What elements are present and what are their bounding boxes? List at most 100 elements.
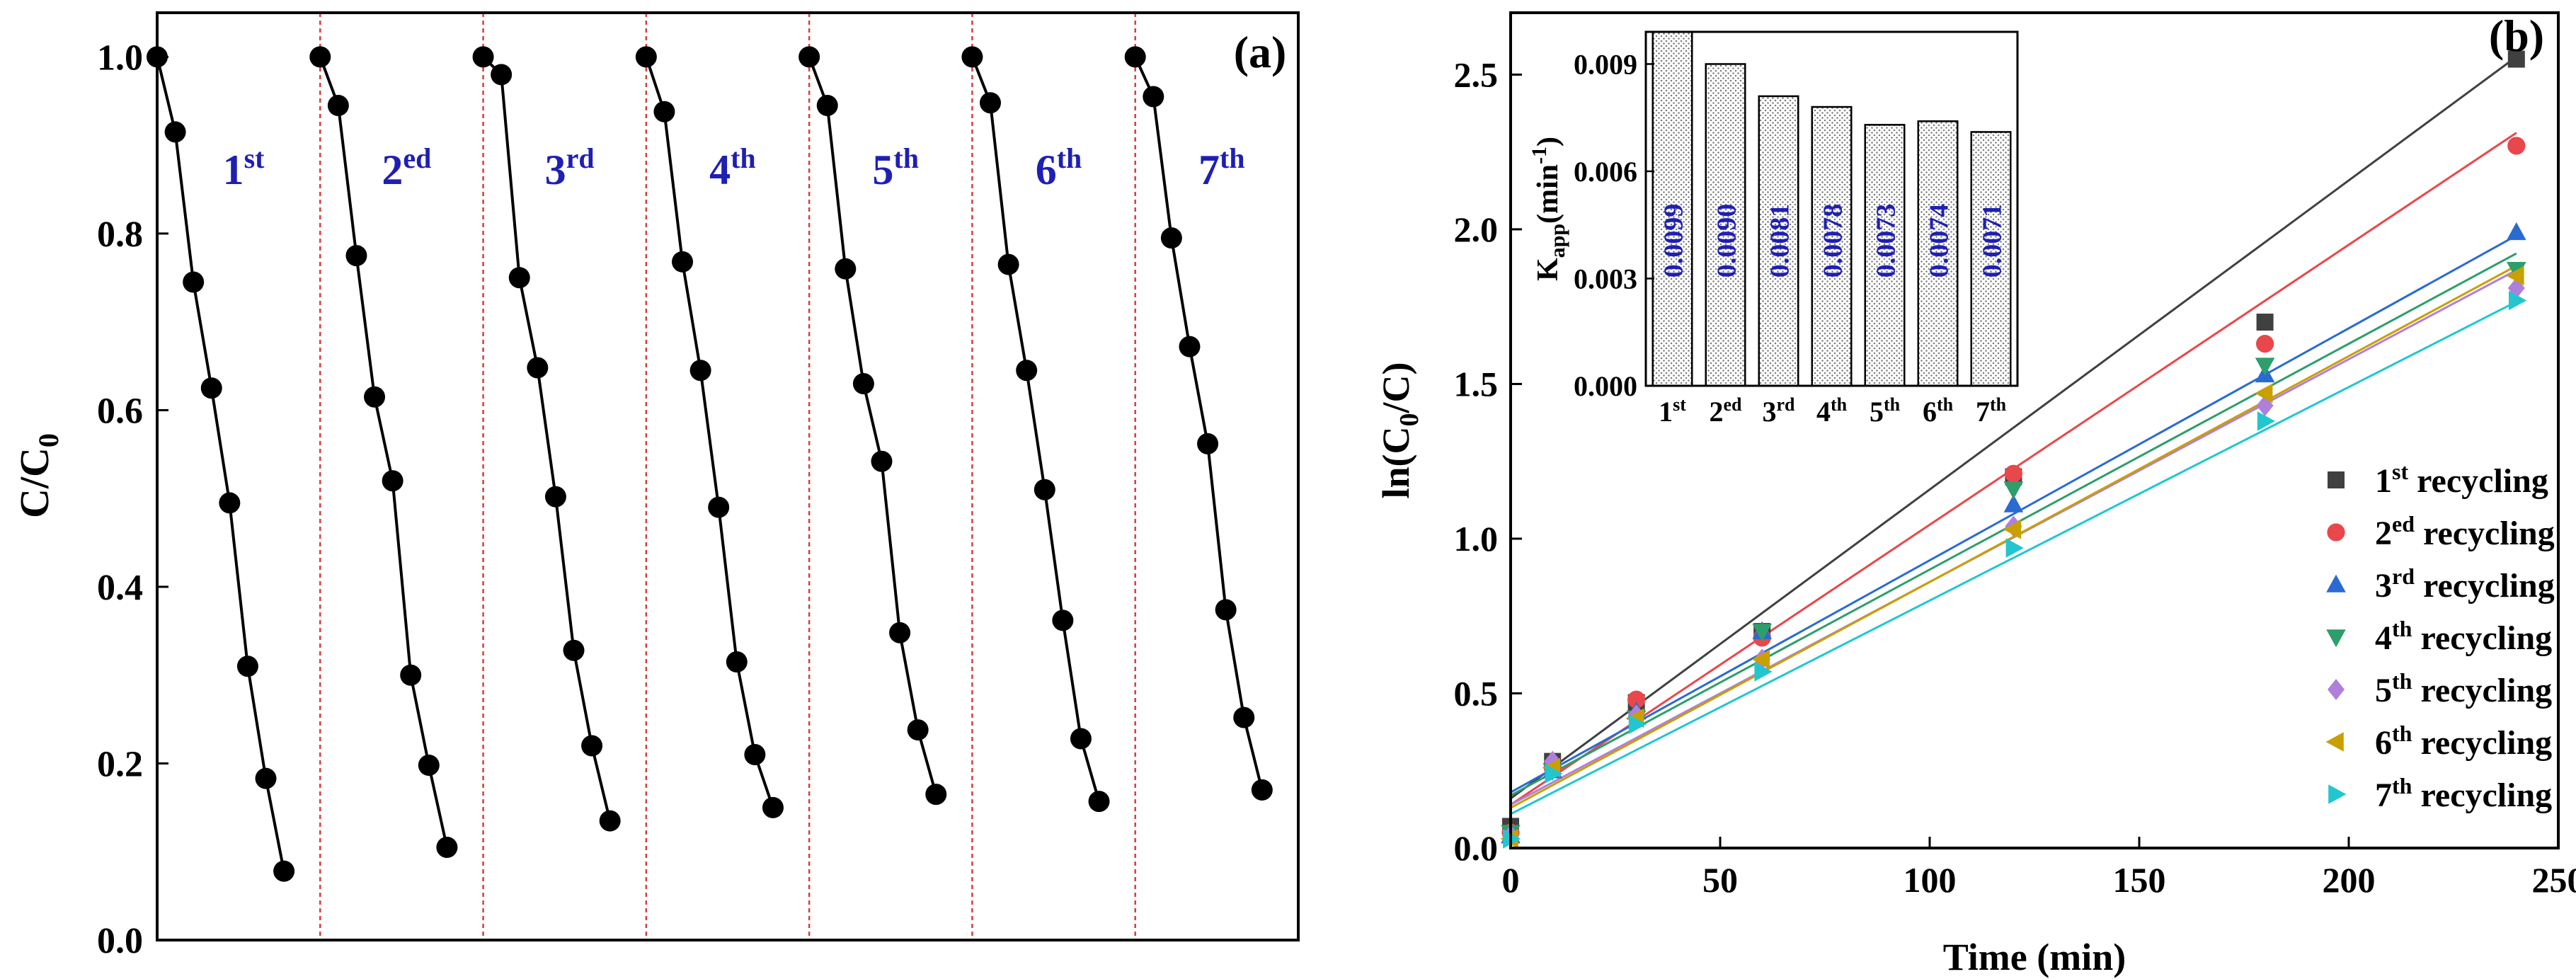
cycle-1-label: 1st	[223, 142, 265, 193]
legend: 1st recycling 2ed recycling 3rd recycling 4…	[2325, 459, 2555, 814]
series-2-point	[1627, 690, 1646, 709]
panel-b-label: (b)	[2489, 11, 2544, 61]
inset-bar-value-label: 0.0071	[1978, 204, 2008, 278]
inset-bar	[1970, 131, 2012, 387]
inset-kapp-bar-chart: 0.0099 0.0090 0.0081 0.0078 0.0073 0.0074 0.00…	[1528, 30, 2019, 428]
inset-y-label: Kapp(min-1)	[1528, 137, 1569, 281]
series-7-point	[1545, 764, 1563, 784]
legend-entry-4: 4th recycling	[2375, 616, 2552, 657]
y-tick-label: 0.8	[97, 214, 143, 255]
x-tick-label: 100	[1904, 860, 1957, 900]
inset-bar-value-label: 0.0099	[1659, 204, 1689, 278]
y-tick-label: 2.5	[1454, 55, 1499, 94]
cycle-6-point	[1088, 791, 1110, 813]
panel-a-frame	[156, 11, 1300, 941]
cycle-4-point	[726, 651, 748, 672]
legend-marker-3	[2326, 574, 2346, 592]
inset-bar-value-label: 0.0074	[1925, 204, 1954, 278]
cycle-4-point	[635, 46, 657, 68]
cycle-1-line	[156, 56, 286, 872]
cycle-6-point	[1070, 728, 1092, 750]
cycle-6-point	[1016, 360, 1038, 382]
legend-entry-3: 3rd recycling	[2375, 563, 2555, 605]
cycle-separators	[319, 13, 1136, 940]
panel-b-y-axis: 0.0 0.5 1.0 1.5 2.0 2.5	[1454, 55, 1522, 868]
cycle-2-point	[436, 837, 458, 858]
panel-a-label: (a)	[1234, 27, 1287, 77]
cycle-5-point	[907, 719, 929, 741]
cycle-6-point	[1052, 609, 1074, 631]
legend-marker-4	[2326, 629, 2346, 648]
cycle-4-point	[672, 251, 694, 273]
cycle-curves	[147, 46, 1273, 882]
cycle-2-line	[319, 56, 449, 848]
legend-marker-2	[2327, 523, 2345, 542]
cycle-4-label: 4th	[709, 142, 756, 193]
legend-entry-1: 1st recycling	[2375, 459, 2548, 500]
cycle-6-point	[1034, 479, 1055, 500]
legend-entry-6: 6th recycling	[2375, 721, 2552, 762]
cycle-3-label: 3rd	[545, 142, 595, 193]
cycle-7-point	[1124, 46, 1146, 68]
cycle-7-point	[1143, 86, 1164, 108]
y-tick-label: 2.0	[1454, 210, 1499, 249]
series-3-point	[2507, 222, 2526, 241]
y-tick-label: 0.5	[1454, 673, 1499, 713]
cycle-7-point	[1251, 779, 1273, 801]
cycle-6-point	[961, 46, 983, 68]
cycle-5-point	[852, 373, 874, 394]
cycle-labels: 1st 2ed 3rd 4th 5th 6th 7th	[223, 142, 1245, 193]
cycle-7-point	[1233, 706, 1255, 728]
cycle-5-point	[925, 784, 947, 806]
cycle-4-point	[762, 796, 784, 818]
inset-bar	[1705, 63, 1746, 387]
x-tick-label: 250	[2532, 860, 2576, 900]
cycle-2-point	[418, 754, 440, 776]
series-7-point	[2509, 290, 2527, 311]
inset-x-tick-label: 7th	[1976, 394, 2007, 428]
panel-a-y-axis: 0.0 0.2 0.4 0.6 0.8 1.0	[97, 38, 168, 961]
cycle-5-label: 5th	[872, 142, 919, 193]
cycle-5-point	[816, 95, 838, 116]
cycle-7-point	[1197, 433, 1219, 454]
inset-bar	[1864, 124, 1906, 387]
cycle-5-point	[835, 258, 857, 280]
inset-y-tick-label: 0.006	[1574, 156, 1637, 188]
cycle-3-point	[544, 486, 566, 508]
cycle-4-line	[644, 56, 774, 808]
cycle-1-point	[273, 860, 295, 882]
legend-marker-7	[2328, 784, 2347, 804]
inset-y-tick-label: 0.009	[1574, 48, 1637, 80]
cycle-3-point	[563, 639, 585, 661]
cycle-2-point	[309, 46, 331, 68]
cycle-1-point	[200, 377, 222, 399]
inset-bar	[1917, 120, 1959, 387]
cycle-5-point	[798, 46, 820, 68]
cycle-7-point	[1179, 336, 1201, 357]
y-tick-label: 0.2	[97, 744, 143, 784]
legend-marker-1	[2328, 471, 2345, 488]
inset-x-tick-label: 2ed	[1710, 394, 1743, 428]
series-7-fit-line	[1510, 300, 2517, 815]
panel-b-y-label: ln(C0/C)	[1375, 362, 1424, 499]
cycle-7-point	[1215, 599, 1237, 621]
cycle-2-label: 2ed	[382, 142, 431, 193]
series-1-fit-line	[1510, 56, 2517, 800]
inset-bar-value-label: 0.0081	[1765, 204, 1795, 278]
series-2-point	[2256, 335, 2274, 353]
series-4-point	[1752, 624, 1772, 642]
inset-bar	[1651, 30, 1693, 387]
cycle-5-point	[871, 450, 893, 472]
legend-entry-2: 2ed recycling	[2375, 511, 2555, 552]
panel-b-x-axis: 0 50 100 150 200 250	[1502, 837, 2576, 900]
cycle-2-point	[327, 95, 349, 116]
inset-bar-value-label: 0.0090	[1712, 204, 1742, 278]
inset-x-tick-label: 3rd	[1763, 394, 1796, 428]
legend-marker-5	[2328, 679, 2345, 700]
x-tick-label: 150	[2113, 860, 2166, 900]
series-7-point	[2257, 411, 2275, 431]
cycle-3-point	[599, 810, 621, 832]
x-tick-label: 200	[2323, 860, 2376, 900]
series-3-fit-line	[1510, 234, 2517, 794]
cycle-1-point	[164, 121, 186, 143]
